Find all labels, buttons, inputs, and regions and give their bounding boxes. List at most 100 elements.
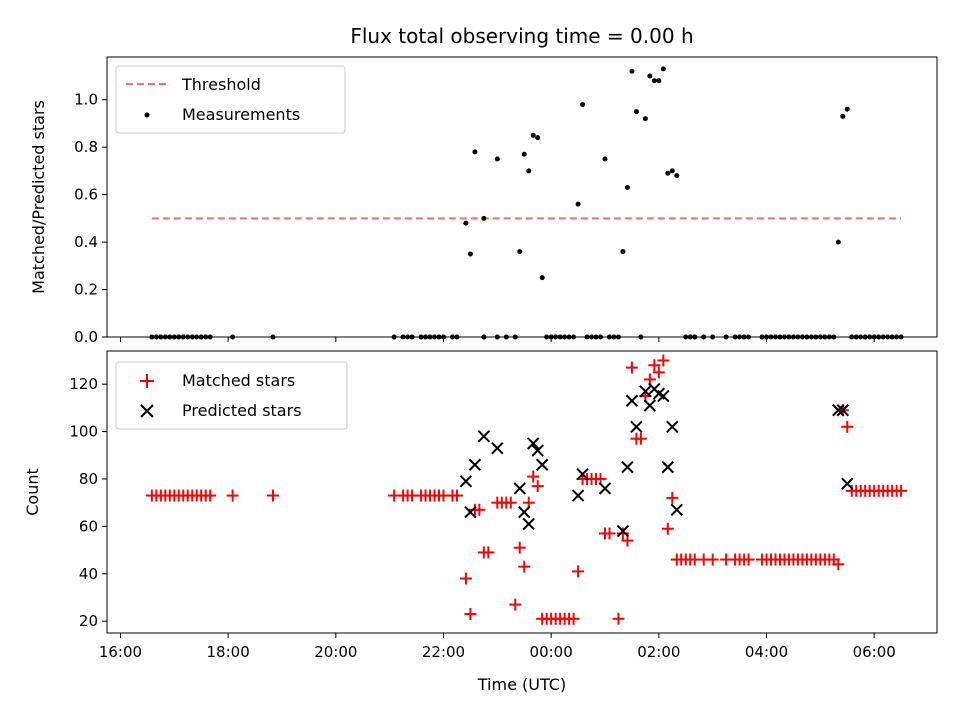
predicted-star-point	[643, 399, 657, 412]
measurement-point	[494, 156, 500, 162]
matched-star-point	[841, 420, 854, 433]
x-tick-label: 16:00	[99, 643, 142, 661]
bottom-y-tick-label: 100	[69, 423, 98, 441]
matched-star-point	[459, 572, 472, 585]
x-tick-label: 20:00	[314, 643, 357, 661]
predicted-star-point	[670, 503, 683, 516]
chart-title: Flux total observing time = 0.00 h	[350, 24, 693, 48]
top-y-tick-label: 0.4	[74, 233, 98, 251]
measurement-point	[481, 215, 487, 221]
x-tick-label: 00:00	[530, 643, 573, 661]
bottom-axes-frame	[106, 350, 938, 634]
predicted-star-point	[630, 420, 643, 434]
measurement-point	[674, 173, 680, 179]
predicted-star-point	[661, 460, 675, 474]
predicted-star-point	[598, 482, 612, 495]
measurement-point	[651, 78, 657, 84]
bottom-y-axis-label: Count	[23, 468, 42, 516]
x-tick-label: 06:00	[853, 643, 896, 661]
top-y-tick-label: 1.0	[74, 91, 98, 109]
x-tick-label: 04:00	[745, 643, 788, 661]
predicted-star-point	[513, 482, 526, 495]
x-tick-label: 02:00	[637, 643, 680, 661]
bottom-y-tick-label: 40	[79, 565, 98, 583]
top-legend[interactable]: Threshold Measurements	[115, 65, 346, 134]
top-y-tick-label: 0.6	[74, 186, 98, 204]
predicted-star-point	[464, 505, 477, 519]
predicted-star-point	[621, 460, 634, 474]
matched-star-point	[832, 558, 845, 571]
measurement-point	[840, 113, 846, 119]
predicted-star-point	[535, 458, 549, 471]
measurement-point	[835, 239, 841, 245]
matched-star-point	[450, 489, 463, 502]
bottom-y-tick-label: 80	[79, 470, 98, 488]
matched-star-point	[616, 527, 629, 540]
matched-star-point	[226, 489, 239, 502]
predicted-star-point	[639, 385, 652, 398]
matched-star-point	[504, 496, 517, 509]
matched-star-point	[661, 522, 674, 535]
top-axes-frame	[106, 56, 938, 338]
measurement-point	[665, 170, 671, 176]
matched-star-point	[464, 608, 477, 621]
top-y-tick-label: 0.0	[74, 328, 98, 346]
measurement-point	[633, 109, 639, 115]
matched-star-point	[473, 503, 486, 516]
bottom-legend[interactable]: Matched stars Predicted stars	[115, 361, 348, 430]
x-axis-label: Time (UTC)	[477, 675, 566, 694]
predicted-star-point	[571, 489, 585, 502]
top-y-axis-label: Matched/Predicted stars	[29, 100, 48, 294]
legend-matched-label: Matched stars	[182, 371, 295, 390]
predicted-star-point	[491, 441, 504, 455]
predicted-star-point	[616, 524, 630, 538]
predicted-star-point	[468, 458, 482, 471]
matched-star-point	[612, 612, 625, 625]
measurement-point	[620, 249, 626, 255]
x-tick-label: 22:00	[422, 643, 465, 661]
measurement-point	[624, 185, 630, 191]
bottom-y-tick-label: 20	[79, 612, 98, 630]
predicted-star-point	[527, 437, 540, 450]
measurement-point	[467, 251, 473, 257]
matched-star-point	[567, 612, 580, 625]
matched-star-point	[482, 546, 495, 559]
bottom-plot-area	[145, 354, 908, 625]
matched-star-point	[204, 489, 217, 502]
measurement-point	[463, 220, 469, 226]
bottom-y-tick-label: 60	[79, 517, 98, 535]
measurement-point	[660, 66, 666, 72]
predicted-star-point	[657, 389, 670, 403]
bottom-legend-box	[115, 361, 348, 430]
bottom-axis-ticks: 16:00 18:00 20:00 22:00 00:00 02:00 04:00 06:00…	[69, 375, 895, 661]
predicted-star-point	[836, 404, 849, 417]
predicted-star-point	[522, 517, 535, 531]
top-y-tick-label: 0.8	[74, 138, 98, 156]
measurement-point	[647, 73, 653, 79]
predicted-star-point	[832, 404, 845, 417]
measurement-point	[669, 168, 675, 174]
matched-star-point	[531, 480, 544, 493]
measurement-point	[656, 78, 662, 84]
legend-measurements-label: Measurements	[182, 105, 300, 124]
measurement-point	[472, 149, 478, 155]
bottom-y-tick-label: 120	[69, 375, 98, 393]
bottom-panel: 16:00 18:00 20:00 22:00 00:00 02:00 04:00 06:00…	[23, 350, 938, 694]
measurement-point	[521, 151, 527, 157]
measurement-point	[535, 135, 541, 141]
matched-star-point	[648, 359, 661, 372]
predicted-star-point	[531, 444, 544, 457]
measurement-point	[642, 116, 648, 122]
matched-star-point	[634, 432, 647, 445]
predicted-star-point	[625, 394, 639, 407]
measurement-point	[602, 156, 608, 162]
x-tick-label: 18:00	[207, 643, 250, 661]
matched-star-point	[513, 541, 526, 554]
measurement-point	[539, 275, 545, 281]
legend-matched-swatch	[140, 374, 154, 388]
predicted-star-point	[666, 420, 679, 434]
legend-predicted-swatch	[140, 404, 154, 418]
measurement-point	[530, 132, 536, 138]
predicted-star-point	[477, 430, 491, 443]
matched-star-point	[603, 527, 616, 540]
